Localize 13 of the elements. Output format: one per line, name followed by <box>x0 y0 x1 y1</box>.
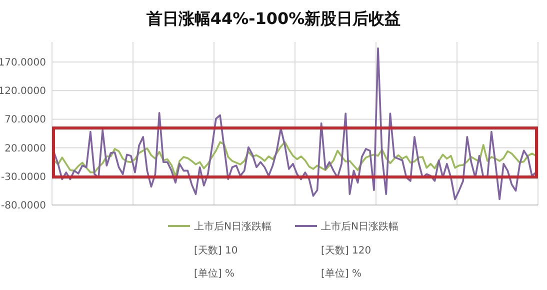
text: [天数] 120 <box>321 246 372 256</box>
text: [单位] % <box>321 268 362 280</box>
chart-title: 首日涨幅44%-100%新股日后收益 <box>145 9 401 28</box>
line-series <box>53 141 537 178</box>
text: [单位] % <box>194 268 234 280</box>
text: [天数] 10 <box>194 246 238 256</box>
y-tick-label: -80.0000 <box>1 200 46 212</box>
legend-label: 上市后N日涨跌幅 <box>194 220 272 232</box>
legend-label: 上市后N日涨跌幅 <box>321 220 398 232</box>
line-series <box>53 47 537 200</box>
y-tick-label: 20.0000 <box>4 143 46 154</box>
y-tick-label: -30.0000 <box>1 172 46 183</box>
y-tick-label: 70.0000 <box>4 114 46 126</box>
